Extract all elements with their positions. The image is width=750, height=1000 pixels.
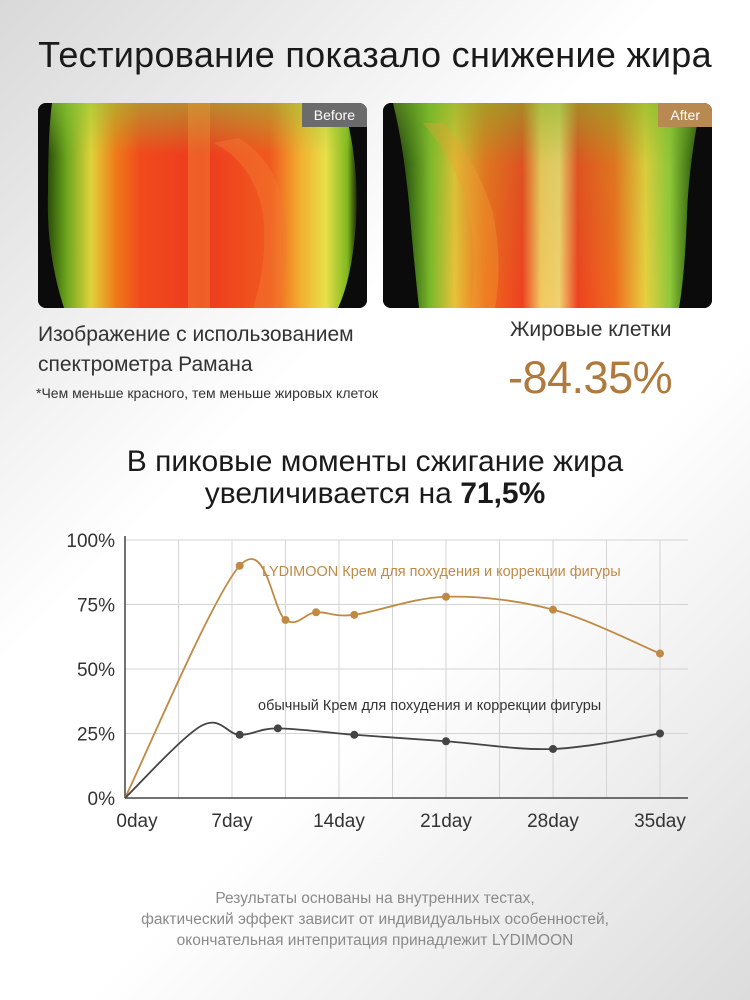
y-tick-label: 75%: [77, 596, 115, 617]
x-tick-label: 7day: [211, 811, 253, 832]
lydimoon-data-point: [235, 561, 244, 570]
ordinary-data-point: [350, 730, 359, 739]
lydimoon-data-point: [350, 610, 359, 619]
before-thermal-image: Before: [38, 103, 367, 308]
fat-cells-label: Жировые клетки: [510, 318, 672, 341]
fat-cells-value: -84.35%: [508, 352, 673, 403]
fat-burning-chart: 100% 75% 50% 25% 0%0day 7day 14day 21day 28day 35…: [66, 531, 688, 832]
ordinary-data-point: [656, 729, 664, 738]
ordinary-data-point: [273, 724, 282, 733]
ordinary-series-label: обычный Крем для похудения и коррекции ф…: [258, 698, 601, 714]
headline-line-2: увеличивается на 71,5%: [0, 478, 750, 510]
ordinary-data-point: [442, 737, 450, 746]
x-tick-label: 0day: [116, 811, 158, 832]
y-tick-label: 0%: [88, 789, 116, 810]
lydimoon-series-line: [124, 558, 661, 799]
footnote-line-2: фактический эффект зависит от индивидуал…: [141, 911, 609, 928]
y-tick-label: 25%: [77, 725, 115, 746]
after-badge: After: [658, 103, 712, 127]
ordinary-data-point: [549, 744, 557, 753]
x-tick-label: 28day: [527, 811, 579, 832]
ordinary-data-point: [235, 730, 244, 739]
footnote: Результаты основаны на внутренних тестах…: [0, 888, 750, 951]
x-tick-label: 21day: [420, 811, 472, 832]
lydimoon-data-point: [281, 615, 290, 624]
headline: В пиковые моменты сжигание жира увеличив…: [0, 446, 750, 510]
lydimoon-series-label: LYDIMOON Крем для похудения и коррекции …: [262, 564, 621, 580]
headline-highlight: 71,5%: [460, 477, 546, 510]
before-badge: Before: [301, 103, 367, 127]
footnote-line-3: окончательная интепритация принадлежит L…: [176, 932, 574, 949]
x-tick-label: 35day: [634, 811, 686, 832]
lydimoon-data-point: [549, 605, 557, 614]
y-tick-label: 100%: [66, 531, 115, 552]
headline-line-1: В пиковые моменты сжигание жира: [126, 445, 624, 478]
headline-prefix: увеличивается на: [204, 477, 461, 510]
x-tick-label: 14day: [313, 811, 365, 832]
caption-line-1: Изображение с использованием: [38, 323, 354, 346]
y-tick-label: 50%: [77, 660, 115, 681]
caption-note: *Чем меньше красного, тем меньше жировых…: [36, 385, 378, 401]
caption-line-2: спектрометра Рамана: [38, 353, 253, 376]
lydimoon-data-point: [312, 608, 321, 617]
image-caption: Изображение с использованием спектрометр…: [38, 320, 354, 380]
lydimoon-data-point: [656, 649, 664, 658]
lydimoon-data-point: [442, 592, 450, 601]
footnote-line-1: Результаты основаны на внутренних тестах…: [215, 890, 535, 907]
page-title: Тестирование показало снижение жира: [38, 34, 712, 75]
after-thermal-image: After: [383, 103, 712, 308]
